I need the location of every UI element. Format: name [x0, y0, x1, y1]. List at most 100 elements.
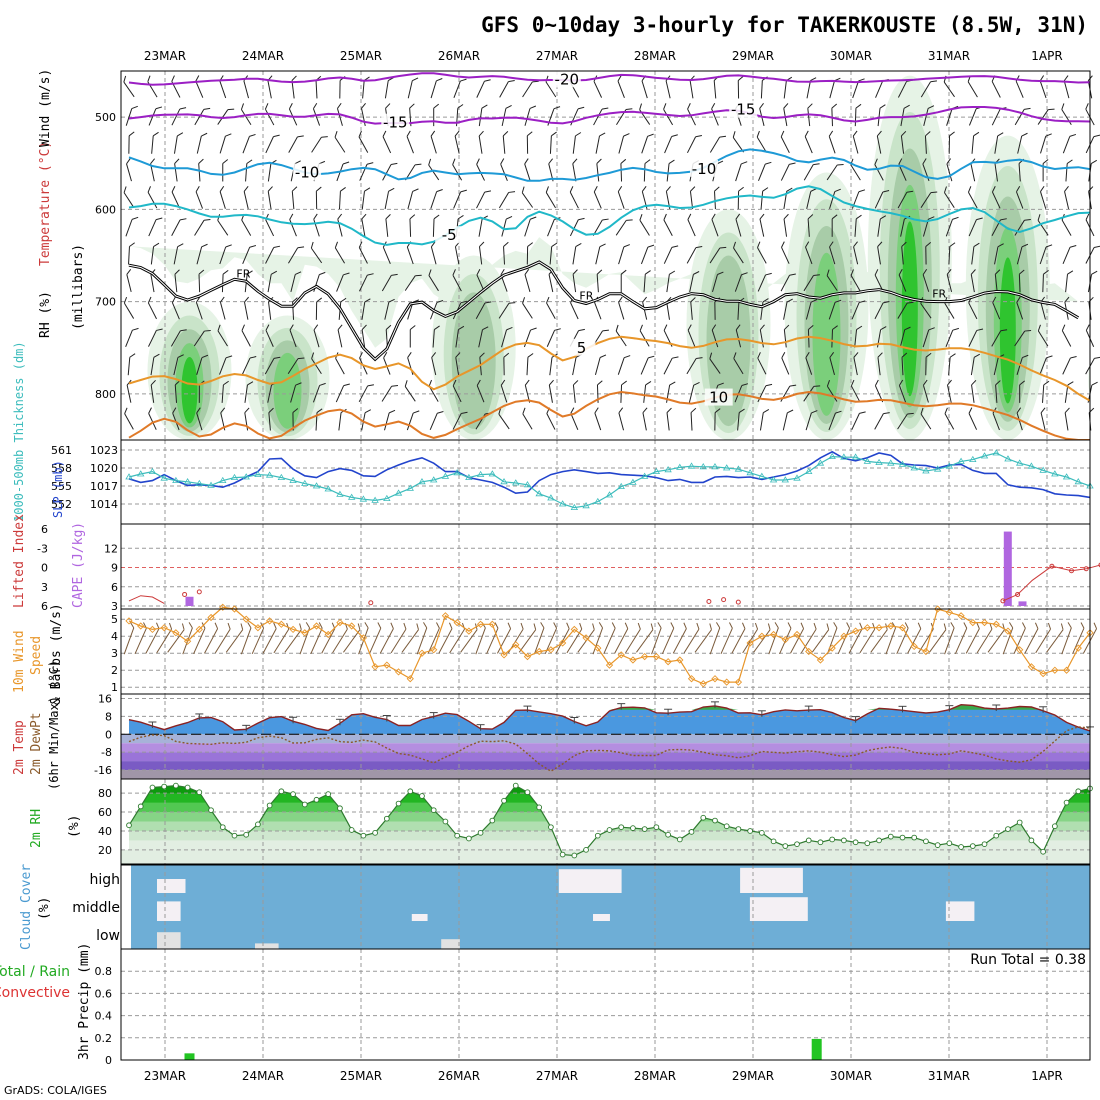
wind-speed-marker — [746, 639, 754, 647]
dewpoint2m-line — [128, 726, 1091, 773]
wind-barb — [264, 356, 281, 375]
thickness-marker — [265, 471, 274, 478]
cape-axis-label: CAPE (J/kg) — [71, 522, 86, 608]
rh2m-marker — [700, 814, 707, 821]
wind-speed-marker — [594, 644, 602, 652]
cape-bar — [1003, 531, 1012, 606]
rh2m-marker — [770, 838, 777, 845]
thickness-marker — [512, 479, 520, 486]
thickness-marker — [933, 465, 942, 472]
wind-barb — [549, 242, 558, 265]
wind-barb — [948, 131, 955, 154]
wind-speed-marker — [582, 634, 590, 642]
lifted-index-axis-label: Lifted Index — [12, 514, 27, 608]
wind-barb — [970, 353, 981, 376]
wind-barb — [288, 135, 304, 153]
run-total-label: Run Total = 0.38 — [970, 952, 1086, 968]
temperature-band — [121, 734, 1090, 744]
thickness-marker — [781, 476, 789, 483]
temperature-contours: -20 -15 -15 -10 -10 -5 5 10 FR FR FR — [128, 71, 1090, 440]
wind-barb — [968, 328, 984, 347]
top-date-label: 24MAR — [242, 49, 284, 63]
rh2m-marker — [934, 842, 941, 848]
cloud-cell — [945, 901, 975, 921]
wind10m-barb — [811, 623, 830, 653]
wind-barb — [171, 186, 181, 209]
wind-barb — [241, 356, 257, 375]
wind-speed-marker — [359, 634, 368, 642]
wind-barb — [807, 324, 814, 348]
wind-barb — [615, 219, 633, 236]
rh2m-marker — [782, 843, 789, 849]
rh2m-marker — [887, 833, 894, 840]
thickness-marker — [1015, 459, 1024, 466]
temp2m-line — [128, 703, 1091, 732]
wind-barb — [430, 241, 437, 265]
wind-barb — [714, 186, 720, 210]
wind-barb — [640, 355, 655, 375]
wind-barb — [1037, 324, 1049, 347]
wind-barb — [1085, 213, 1095, 237]
wind-barb — [171, 218, 187, 237]
wind10m-barb — [694, 623, 712, 653]
thickness-tick-label: 561 — [51, 444, 72, 457]
wind-speed-marker — [324, 630, 332, 639]
wind-barb — [267, 186, 273, 210]
wind-barb — [334, 131, 346, 153]
wind-barb — [620, 380, 627, 403]
wind-speed-marker — [1004, 627, 1012, 635]
wind-barb — [874, 189, 890, 209]
wind-barb — [150, 242, 160, 265]
wind-barb — [1015, 185, 1024, 209]
wind-barb — [968, 217, 983, 237]
wind-barb — [265, 134, 280, 154]
wind10m-barb — [299, 622, 311, 655]
rh2m-marker — [524, 789, 531, 796]
top-date-label: 26MAR — [438, 49, 480, 63]
wind-barb — [432, 325, 440, 348]
wind-barb — [711, 324, 719, 348]
wind-speed-marker — [277, 620, 285, 628]
rh2m-marker — [501, 797, 507, 804]
freezing-level-line-core — [128, 261, 1079, 360]
lifted-index-marker — [1015, 591, 1021, 597]
wind-barb — [1042, 269, 1049, 293]
rh-fill-band — [129, 785, 1090, 813]
wind-barb — [476, 79, 491, 98]
wind10m-barb — [1046, 623, 1064, 653]
rh2m-marker — [618, 824, 625, 831]
wind-barb — [1040, 185, 1047, 209]
thickness-marker — [347, 493, 356, 500]
wind-barb — [173, 354, 184, 376]
temp2m-panel: 16 8 0 -8 -16 2m Temp 2m DewPt (6hr Min/Max)… — [12, 660, 1094, 790]
wind-barb — [288, 246, 305, 264]
wind-speed-tick-label: 3 — [111, 647, 118, 660]
wind-barb — [194, 107, 211, 126]
pressure-axis: 500 600 700 800 — [95, 111, 116, 401]
wind-barb — [1062, 133, 1077, 154]
rh2m-marker — [559, 851, 566, 858]
slp-tick-label: 1023 — [90, 444, 118, 457]
rh2m-marker — [969, 843, 976, 849]
wind-barb — [689, 271, 700, 293]
wind-barb — [358, 130, 369, 153]
wind-speed-marker — [652, 652, 661, 661]
top-date-label: 25MAR — [340, 49, 382, 63]
wind-barb — [521, 186, 534, 208]
wind-barb — [689, 186, 696, 210]
rh2m-marker — [383, 815, 390, 822]
wind-barb — [522, 297, 533, 319]
wind-barb — [971, 379, 977, 403]
wind-speed-marker — [441, 612, 450, 620]
wind-barb — [265, 245, 281, 264]
wind-speed-marker — [371, 663, 379, 671]
wind-barb — [570, 106, 585, 126]
wind-barb — [123, 186, 135, 208]
wind-barb — [713, 75, 720, 99]
wind-speed-marker — [406, 675, 414, 683]
wind-barb — [219, 185, 226, 209]
thickness-marker — [898, 460, 907, 467]
wind-barb — [524, 269, 531, 292]
slp-thickness-panel: 561 558 555 552 1023 1020 1017 1014 1000-500mb … — [12, 341, 1094, 525]
wind-barb — [828, 130, 836, 154]
